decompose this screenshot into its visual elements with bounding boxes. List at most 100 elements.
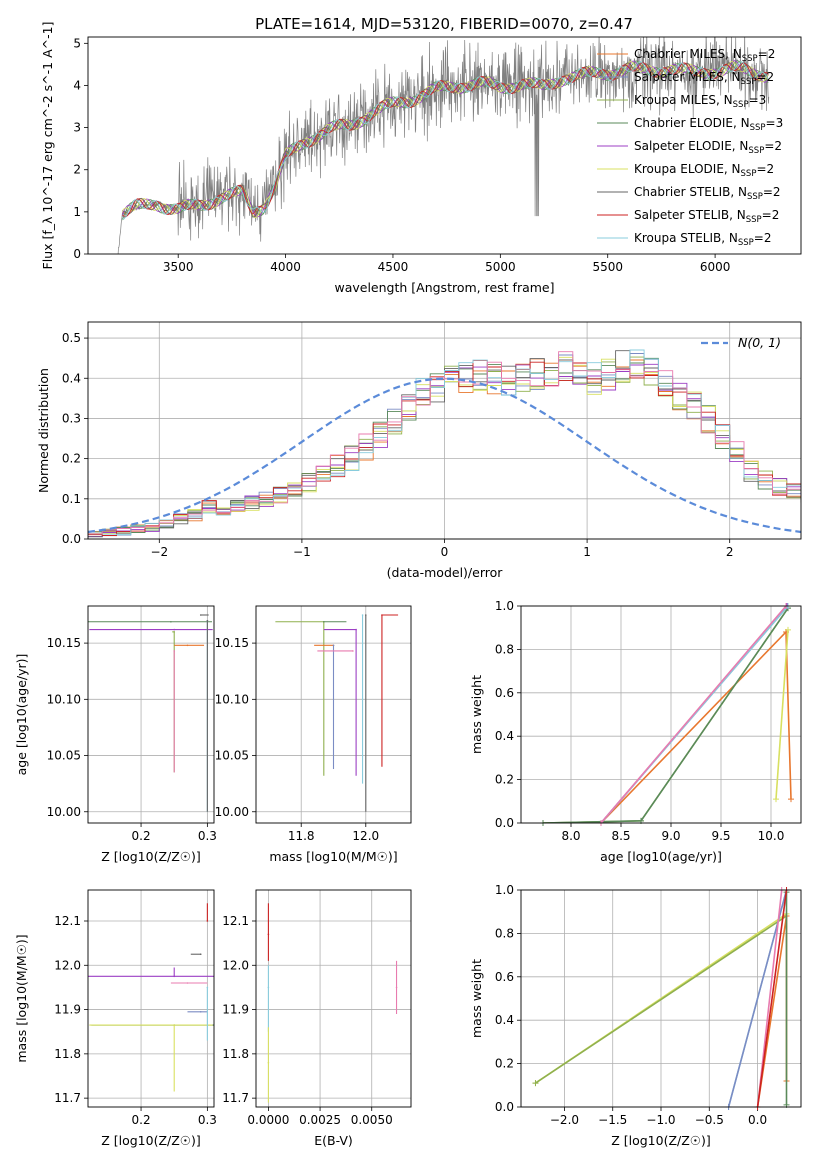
y-tick-label: 4 <box>73 78 81 92</box>
y-tick-label: 3 <box>73 121 81 135</box>
chart-mass-vs-EBV: 0.0000 0.0025 0.0050 11.7 11.8 11.9 12.0 12.1 E(… <box>222 889 412 1148</box>
x-tick-label: 4500 <box>378 260 409 274</box>
x-axis-label: (data-model)/error <box>387 565 504 580</box>
axes-frame <box>87 605 215 824</box>
chart-mass-vs-Z: 0.2 0.3 11.7 11.8 11.9 12.0 12.1 Z [log10(Z/Z☉)… <box>14 889 217 1148</box>
data-point <box>364 614 367 616</box>
axes-frame <box>255 889 412 1108</box>
y-tick-label: 10.00 <box>215 805 249 819</box>
histogram-step-1 <box>88 353 801 537</box>
data-point <box>186 982 189 984</box>
model-line-5 <box>122 61 769 219</box>
data-point <box>173 1024 176 1026</box>
y-tick-label: 10.15 <box>215 636 249 650</box>
axes-frame <box>87 889 215 1108</box>
y-tick-label: 10.15 <box>47 636 81 650</box>
x-tick-label: 11.8 <box>288 829 315 843</box>
histogram-step-0 <box>88 358 801 533</box>
y-tick-label: 10.05 <box>215 749 249 763</box>
y-tick-label: 0.6 <box>495 970 514 984</box>
data-point <box>199 953 202 956</box>
y-tick-label: 10.10 <box>215 692 249 706</box>
chart-age-vs-mass: 11.8 12.0 10.00 10.05 10.10 10.15 mass [log10(… <box>215 605 412 864</box>
y-axis-label: mass [log10(M/M☉)] <box>14 934 29 1062</box>
y-tick-label: 0.0 <box>62 532 81 546</box>
data-point <box>173 650 176 652</box>
legend-label: N(0, 1) <box>738 335 781 350</box>
data-point <box>267 1061 270 1064</box>
y-tick-label: 0.2 <box>495 773 514 787</box>
data-point <box>361 614 364 616</box>
y-tick-label: 1.0 <box>495 883 514 897</box>
x-axis-label: Z [log10(Z/Z☉)] <box>611 1133 711 1148</box>
y-tick-label: 12.0 <box>54 958 81 972</box>
legend-label: Salpeter ELODIE, NSSP=2 <box>634 139 782 156</box>
x-axis-label: Z [log10(Z/Z☉)] <box>101 849 201 864</box>
legend-label: Chabrier MILES, NSSP=2 <box>634 47 775 64</box>
y-tick-label: 0.8 <box>495 926 514 940</box>
legend: Chabrier MILES, NSSP=2 Salpeter MILES, NS… <box>597 47 783 248</box>
series-line-0 <box>600 630 792 823</box>
x-tick-label: 1 <box>583 545 591 559</box>
x-tick-label: 0.2 <box>132 1113 151 1127</box>
axes-frame <box>255 605 412 824</box>
plots: 3500 4000 4500 5000 5500 6000 0 1 2 3 4 5 wavelength… <box>14 22 802 1148</box>
legend-label: Salpeter STELIB, NSSP=2 <box>634 208 779 225</box>
x-axis-label: E(B-V) <box>314 1133 353 1148</box>
x-tick-label: 6000 <box>700 260 731 274</box>
y-tick-label: 11.9 <box>222 1003 249 1017</box>
y-tick-label: 11.8 <box>54 1047 81 1061</box>
x-tick-label: 9.0 <box>661 829 680 843</box>
data-point <box>206 986 209 989</box>
x-axis-label: Z [log10(Z/Z☉)] <box>101 1133 201 1148</box>
y-tick-label: 12.1 <box>222 914 249 928</box>
data-point <box>323 620 325 623</box>
y-tick-label: 0 <box>73 247 81 261</box>
data-point <box>267 986 270 989</box>
data-point <box>170 620 172 623</box>
y-tick-label: 12.0 <box>222 958 249 972</box>
y-tick-label: 5 <box>73 36 81 50</box>
legend-label: Chabrier ELODIE, NSSP=3 <box>634 116 783 133</box>
legend-label: Salpeter MILES, NSSP=2 <box>634 70 774 87</box>
x-tick-label: −0.5 <box>695 1113 724 1127</box>
y-tick-label: 11.9 <box>54 1003 81 1017</box>
legend-label: Chabrier STELIB, NSSP=2 <box>634 185 781 202</box>
y-tick-label: 0.0 <box>495 1100 514 1114</box>
y-axis-label: age [log10(age/yr)] <box>14 654 29 776</box>
x-axis-label: age [log10(age/yr)] <box>600 849 722 864</box>
y-axis-label: mass weight <box>469 675 484 754</box>
data-point <box>173 631 176 633</box>
model-line-7 <box>122 62 769 217</box>
y-tick-label: 0.3 <box>62 411 81 425</box>
data-point <box>381 614 383 616</box>
x-tick-label: −1 <box>293 545 311 559</box>
x-tick-label: 0.0000 <box>247 1113 289 1127</box>
normal-curve <box>87 377 802 534</box>
histogram-step-2 <box>88 356 801 535</box>
data-point <box>199 1010 202 1013</box>
series-line-1 <box>535 915 787 1084</box>
y-tick-label: 0.1 <box>62 492 81 506</box>
x-tick-label: −2 <box>150 545 168 559</box>
x-axis-label: mass [log10(M/M☉)] <box>269 849 397 864</box>
series-marker <box>532 1080 539 1087</box>
data-point <box>173 628 176 631</box>
x-tick-label: 10.0 <box>758 829 785 843</box>
y-tick-label: 0.8 <box>495 642 514 656</box>
series-line-4 <box>727 890 788 1107</box>
x-tick-label: −2.0 <box>550 1113 579 1127</box>
data-point <box>395 986 398 989</box>
series-line-2 <box>542 607 789 823</box>
data-spectrum-line <box>117 37 770 254</box>
x-tick-label: 3500 <box>163 260 194 274</box>
y-tick-label: 1.0 <box>495 599 514 613</box>
x-tick-label: 4000 <box>270 260 301 274</box>
x-tick-label: 5000 <box>485 260 516 274</box>
y-tick-label: 10.05 <box>47 749 81 763</box>
legend-label: Kroupa ELODIE, NSSP=2 <box>634 162 774 179</box>
chart-age-vs-Z: 0.2 0.3 10.00 10.05 10.10 10.15 Z [log10(Z/Z☉)… <box>14 605 217 864</box>
data-point <box>186 644 189 647</box>
data-point <box>267 933 270 936</box>
